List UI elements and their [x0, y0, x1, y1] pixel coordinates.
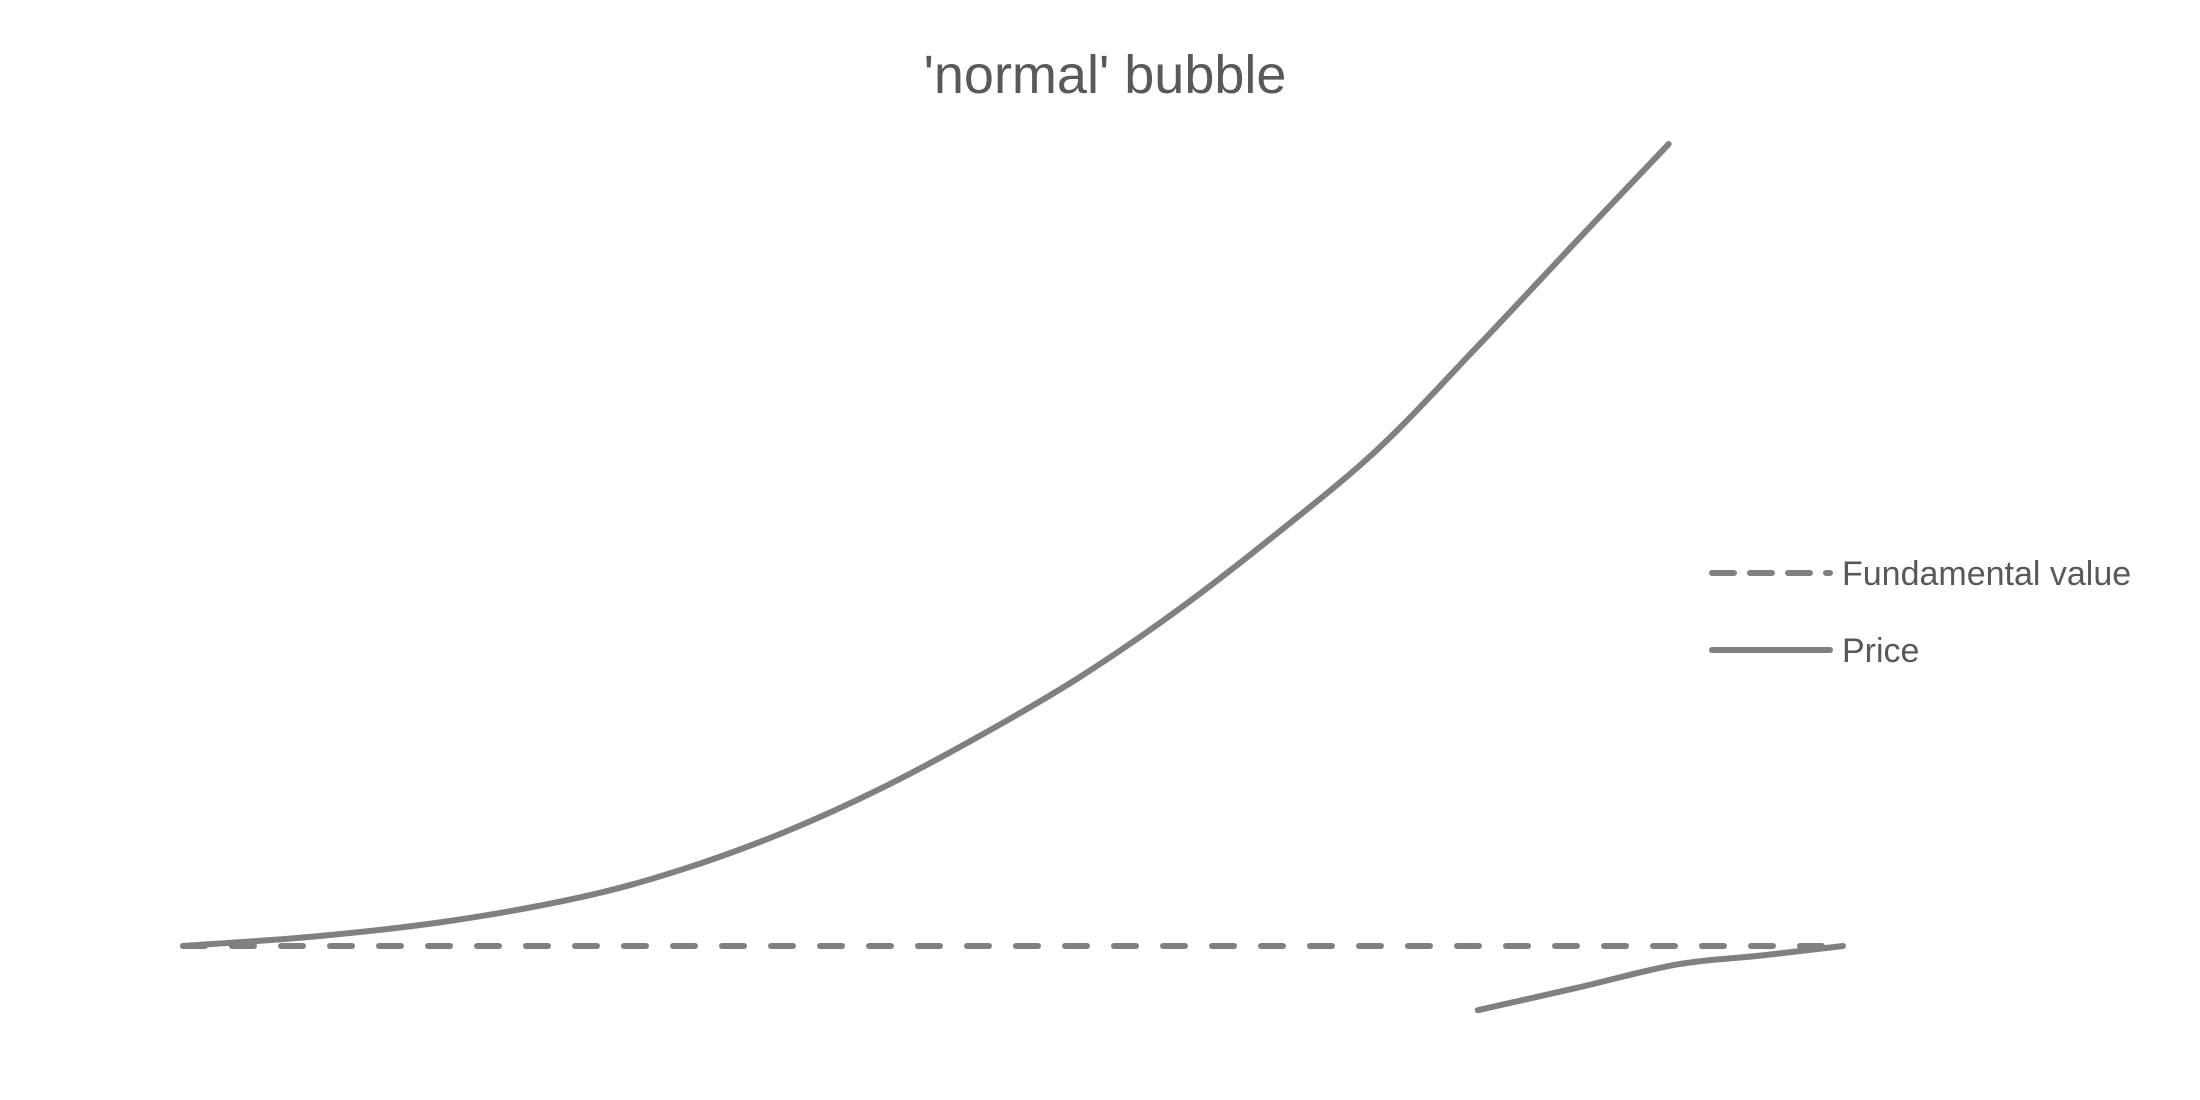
legend-label-price: Price: [1842, 632, 1919, 670]
legend: Fundamental value Price: [1709, 555, 2131, 670]
legend-item-price: Price: [1709, 632, 1919, 670]
price-line-rise: [180, 141, 1672, 949]
price-line-recovery: [1474, 943, 1846, 1014]
chart-title: 'normal' bubble: [924, 45, 1287, 105]
legend-item-fundamental-value: Fundamental value: [1709, 555, 2131, 593]
plot-area: [180, 141, 1846, 1014]
legend-label-fundamental-value: Fundamental value: [1842, 555, 2131, 593]
